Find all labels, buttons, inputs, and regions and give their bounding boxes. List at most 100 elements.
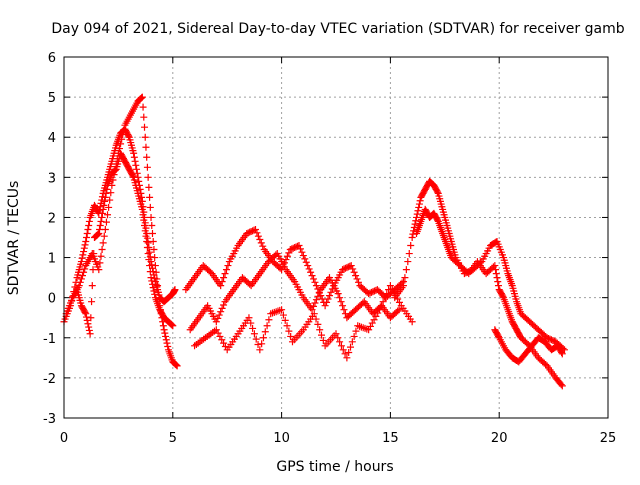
data-point: [80, 244, 88, 252]
data-point: [302, 258, 310, 266]
data-point: [133, 165, 141, 173]
data-point: [282, 256, 290, 264]
data-point: [259, 334, 267, 342]
data-point: [164, 342, 172, 350]
data-point: [250, 330, 258, 338]
data-point: [216, 332, 224, 340]
data-point: [152, 268, 160, 276]
data-point: [80, 268, 88, 276]
data-point: [283, 322, 291, 330]
data-point: [249, 324, 257, 332]
data-point: [395, 298, 403, 306]
data-point: [146, 262, 154, 270]
data-point: [415, 203, 423, 211]
data-point: [77, 258, 85, 266]
data-point: [84, 320, 92, 328]
x-tick-label: 25: [600, 431, 617, 446]
data-point: [337, 342, 345, 350]
data-point: [82, 313, 90, 321]
data-point: [139, 211, 147, 219]
data-point: [141, 227, 149, 235]
data-point: [401, 274, 409, 282]
data-point: [98, 213, 106, 221]
y-tick-label: -3: [43, 412, 56, 427]
data-point: [119, 131, 127, 139]
data-point: [215, 311, 223, 319]
data-point: [265, 316, 273, 324]
data-point: [105, 203, 113, 211]
data-point: [315, 289, 323, 297]
data-point: [86, 330, 94, 338]
data-point: [135, 177, 143, 185]
data-point: [115, 145, 123, 153]
data-point: [251, 225, 259, 233]
data-point: [144, 250, 152, 258]
data-point: [138, 93, 146, 101]
data-point: [491, 262, 499, 270]
data-point: [558, 382, 566, 390]
data-point: [83, 229, 91, 237]
data-point: [415, 200, 423, 208]
data-point: [141, 123, 149, 131]
data-point: [312, 282, 320, 290]
data-point: [557, 381, 565, 389]
data-point: [76, 278, 84, 286]
data-point: [279, 311, 287, 319]
data-point: [416, 197, 424, 205]
data-point: [148, 229, 156, 237]
data-point: [143, 163, 151, 171]
data-point: [93, 231, 101, 239]
data-point: [82, 310, 90, 318]
data-point: [350, 268, 358, 276]
data-point: [558, 348, 566, 356]
data-point: [143, 238, 151, 246]
plot-frame: [63, 56, 609, 419]
data-point: [150, 287, 158, 295]
data-point: [285, 249, 293, 257]
data-point: [84, 225, 92, 233]
data-point: [256, 236, 264, 244]
data-point: [324, 295, 332, 303]
data-point: [281, 316, 289, 324]
data-point: [100, 201, 108, 209]
data-point: [214, 314, 222, 322]
data-point: [493, 274, 501, 282]
data-point: [161, 329, 169, 337]
data-point: [224, 262, 232, 270]
data-point: [151, 254, 159, 262]
data-point: [111, 166, 119, 174]
data-point: [259, 242, 267, 250]
chart-title: Day 094 of 2021, Sidereal Day-to-day VTE…: [51, 21, 624, 37]
data-point: [130, 149, 138, 157]
data-point: [314, 292, 322, 300]
data-point: [395, 306, 403, 314]
data-point: [169, 322, 177, 330]
data-point: [314, 320, 322, 328]
data-point: [85, 217, 93, 225]
data-point: [254, 340, 262, 348]
data-point: [145, 256, 153, 264]
data-point: [261, 328, 269, 336]
data-point: [336, 294, 344, 302]
data-point: [341, 350, 349, 358]
data-point: [148, 221, 156, 229]
x-tick-label: 0: [60, 431, 68, 446]
data-point: [106, 196, 114, 204]
data-point: [258, 340, 266, 348]
data-point: [412, 217, 420, 225]
data-point: [305, 265, 313, 273]
data-point: [171, 286, 179, 294]
data-point: [78, 254, 86, 262]
data-point: [132, 161, 140, 169]
y-tick-label: 5: [48, 91, 56, 106]
data-point: [349, 265, 357, 273]
data-point: [253, 229, 261, 237]
data-point: [130, 153, 138, 161]
data-point: [142, 143, 150, 151]
data-point: [118, 135, 126, 143]
data-point: [220, 274, 228, 282]
data-point: [217, 308, 225, 316]
data-point: [347, 262, 355, 270]
